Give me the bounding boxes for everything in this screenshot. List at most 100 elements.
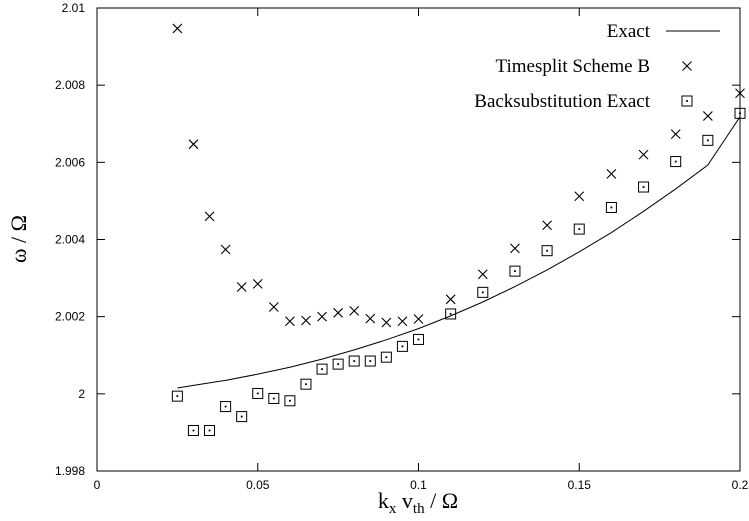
timesplit-point — [365, 313, 376, 324]
box-dot — [353, 360, 356, 362]
box-outline — [670, 156, 682, 168]
cross-stroke — [204, 211, 215, 222]
backsubstitution-point — [316, 363, 328, 375]
box-dot — [369, 360, 372, 362]
backsubstitution-point — [187, 424, 199, 436]
box-dot — [192, 429, 195, 432]
cross-stroke — [397, 316, 408, 327]
timesplit-point — [702, 111, 713, 121]
backsubstitution-point — [702, 134, 714, 146]
box-dot — [706, 139, 709, 142]
backsubstitution-point — [268, 392, 280, 404]
cross-stroke — [413, 314, 424, 324]
y-tick-label: 2.008 — [55, 78, 85, 92]
backsubstitution-point — [332, 358, 344, 370]
backsubstitution-point — [284, 395, 296, 407]
box-outline — [204, 424, 216, 436]
legend-label: Backsubstitution Exact — [474, 91, 650, 112]
box-dot — [337, 363, 340, 366]
box-outline — [316, 363, 328, 375]
backsubstitution-point — [445, 308, 457, 320]
box-outline — [332, 358, 344, 370]
cross-stroke — [381, 317, 392, 328]
timesplit-point — [542, 220, 552, 231]
box-outline — [477, 286, 489, 298]
backsubstitution-point — [541, 245, 553, 257]
x-tick-label: 0.05 — [246, 478, 270, 492]
y-tick-label: 2.002 — [55, 310, 85, 324]
cross-stroke — [252, 278, 263, 289]
timesplit-point — [301, 315, 311, 326]
cross-stroke — [268, 302, 279, 312]
timesplit-point — [606, 169, 617, 179]
exact-curve — [177, 116, 741, 389]
backsubstitution-point — [396, 340, 408, 352]
box-dot — [481, 291, 484, 294]
box-dot — [417, 338, 420, 341]
cross-stroke — [365, 313, 376, 324]
backsubstitution-point — [509, 265, 521, 277]
axis-ticks — [96, 7, 741, 472]
backsubstitution-point — [171, 390, 183, 402]
box-dot — [739, 112, 741, 115]
timesplit-point — [285, 316, 295, 327]
backsubstitution-point — [734, 107, 746, 119]
cross-stroke — [445, 294, 456, 305]
timesplit-point — [638, 149, 649, 160]
y-axis-label: ω / Ω — [6, 215, 31, 263]
legend-sample-box — [681, 95, 693, 107]
box-outline — [268, 392, 280, 404]
timesplit-point — [574, 191, 585, 202]
cross-stroke — [638, 149, 649, 160]
box-dot — [208, 429, 211, 432]
timesplit-point — [252, 278, 263, 289]
backsubstitution-point — [364, 355, 376, 367]
box-dot — [610, 206, 613, 209]
box-dot — [401, 345, 404, 348]
box-dot — [674, 160, 677, 163]
cross-stroke — [735, 88, 745, 99]
x-tick-label: 0.2 — [732, 478, 749, 492]
box-dot — [256, 392, 259, 395]
cross-stroke — [188, 139, 199, 150]
plot-frame — [96, 7, 741, 472]
backsubstitution-point — [380, 351, 392, 363]
box-dot — [578, 228, 581, 230]
y-tick-label: 2.004 — [55, 233, 85, 247]
legend-label: Exact — [607, 21, 651, 42]
cross-stroke — [574, 191, 585, 202]
timesplit-point — [349, 305, 360, 316]
x-tick-label: 0.15 — [568, 478, 592, 492]
box-dot — [686, 100, 688, 102]
box-dot — [321, 368, 323, 371]
x-axis-label-v: v — [396, 488, 413, 513]
y-tick-label: 1.998 — [55, 464, 85, 478]
cross-stroke — [542, 220, 552, 231]
legend: Exact Timesplit Scheme B Backsubstitution … — [474, 21, 720, 112]
box-dot — [240, 415, 243, 418]
cross-stroke — [670, 129, 681, 140]
box-outline — [364, 355, 376, 367]
timesplit-point — [445, 294, 456, 305]
box-outline — [605, 201, 617, 213]
box-dot — [176, 395, 179, 398]
box-outline — [348, 355, 360, 367]
x-tick-label: 0.1 — [410, 478, 427, 492]
box-outline — [252, 387, 264, 399]
backsubstitution-point — [605, 201, 617, 213]
timesplit-point — [477, 269, 488, 280]
cross-stroke — [333, 307, 344, 318]
cross-stroke — [702, 111, 713, 121]
timesplit-point — [236, 282, 247, 292]
backsubstitution-point — [204, 424, 216, 436]
y-tick-label: 2.01 — [62, 1, 86, 15]
box-outline — [638, 181, 650, 193]
box-outline — [573, 223, 585, 235]
backsubstitution-point — [252, 387, 264, 399]
timesplit-point — [204, 211, 215, 222]
box-outline — [187, 424, 199, 436]
box-outline — [702, 134, 714, 146]
axis-tick-labels: 0 0.05 0.1 0.15 0.2 1.998 2 2.002 2.004 2.006 2.00… — [55, 1, 749, 492]
timesplit-point — [268, 302, 279, 312]
